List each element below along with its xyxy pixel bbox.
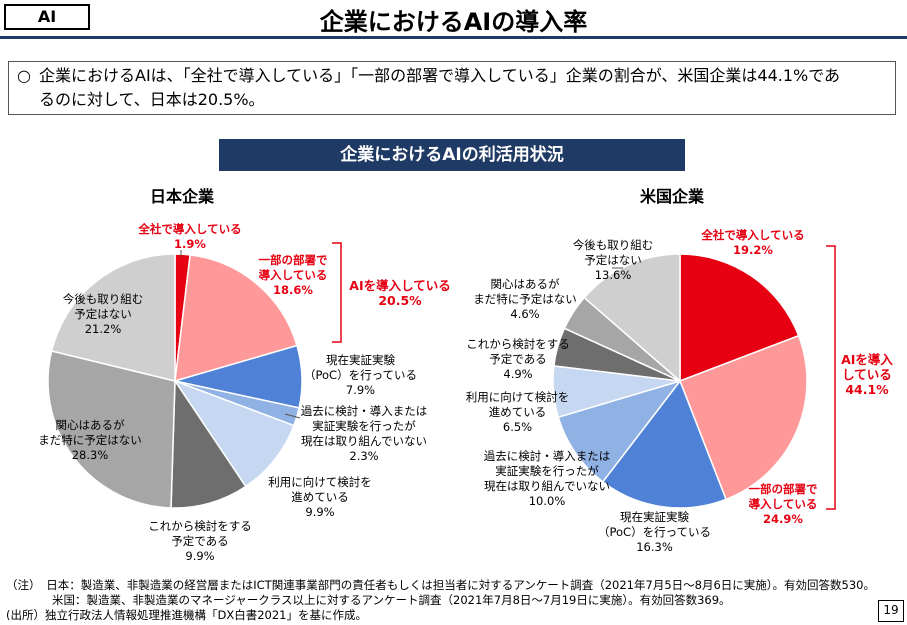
- jp-label-ai-adopted: AIを導入している 20.5%: [349, 278, 451, 308]
- footnote-line-3: (出所）独立行政法人情報処理推進機構「DX白書2021」を基に作成。: [6, 608, 367, 622]
- jp-label-no-plan: 今後も取り組む 予定はない 21.2%: [62, 292, 144, 336]
- jp-pie-slice-7: [50, 253, 176, 382]
- summary-box: ○ 企業におけるAIは、「全社で導入している」「一部の部署で導入している」企業の…: [8, 61, 896, 115]
- us-label-some-departments: 一部の部署で 導入している 24.9%: [748, 482, 818, 526]
- us-adoption-bracket: [826, 245, 836, 510]
- jp-label-plan: これから検討をする 予定である 9.9%: [148, 519, 252, 563]
- us-pie-slice-7: [583, 253, 681, 383]
- jp-leader-past: [284, 413, 301, 419]
- jp-label-past: 過去に検討・導入または 実証実験を行ったが 現在は取り組んでいない 2.3%: [300, 404, 428, 463]
- japan-chart-title: 日本企業: [150, 187, 215, 206]
- page-title: 企業におけるAIの導入率: [319, 8, 588, 36]
- jp-adoption-bracket: [332, 242, 342, 343]
- us-pie-slice-1: [679, 334, 808, 501]
- us-pie-slice-0: [679, 253, 800, 383]
- jp-pie-slice-5: [170, 378, 247, 509]
- jp-label-some-departments: 一部の部署で 導入している 18.6%: [258, 253, 328, 297]
- jp-label-all-company: 全社で導入している 1.9%: [138, 222, 242, 251]
- title-divider: [0, 36, 907, 39]
- section-tag: AI: [4, 4, 90, 30]
- jp-pie-slice-6: [47, 350, 176, 509]
- bullet-icon: ○: [17, 66, 31, 85]
- us-label-no-plan: 今後も取り組む 予定はない 13.6%: [572, 238, 654, 282]
- us-label-all-company: 全社で導入している 19.2%: [701, 228, 805, 257]
- summary-line-1: 企業におけるAIは、「全社で導入している」「一部の部署で導入している」企業の割合…: [39, 66, 841, 85]
- jp-pie-slice-4: [173, 379, 295, 488]
- us-label-past: 過去に検討・導入または 実証実験を行ったが 現在は取り組んでいない 10.0%: [483, 449, 611, 508]
- us-label-considering: 利用に向けて検討を 進めている 6.5%: [465, 390, 570, 434]
- footnote-line-1: （注） 日本：製造業、非製造業の経営層またはICT関連事業部門の責任者もしくは担…: [6, 578, 875, 592]
- jp-pie-slice-1: [174, 254, 298, 383]
- us-chart-title: 米国企業: [640, 187, 705, 206]
- us-pie-slice-2: [601, 379, 727, 509]
- us-label-ai-adopted: AIを導入 している 44.1%: [841, 352, 893, 397]
- us-label-plan: これから検討をする 予定である 4.9%: [466, 337, 570, 381]
- summary-line-2: るのに対して、日本は20.5%。: [39, 90, 265, 109]
- us-label-interested: 関心はあるが まだ特に予定はない 4.6%: [473, 277, 577, 321]
- us-label-poc: 現在実証実験 （PoC）を行っている 16.3%: [597, 510, 711, 554]
- footnote-line-2: 米国：製造業、非製造業のマネージャークラス以上に対するアンケート調査（2021年…: [6, 593, 731, 607]
- page-number: 19: [878, 600, 904, 622]
- footnote: （注） 日本：製造業、非製造業の経営層またはICT関連事業部門の責任者もしくは担…: [6, 578, 875, 623]
- chart-banner: 企業におけるAIの利活用状況: [219, 139, 685, 171]
- jp-label-poc: 現在実証実験 （PoC）を行っている 7.9%: [303, 353, 417, 397]
- jp-label-considering: 利用に向けて検討を 進めている 9.9%: [268, 475, 372, 519]
- us-pie-slice-3: [557, 379, 682, 483]
- jp-label-interested: 関心はあるが まだ特に予定はない 28.3%: [38, 418, 142, 462]
